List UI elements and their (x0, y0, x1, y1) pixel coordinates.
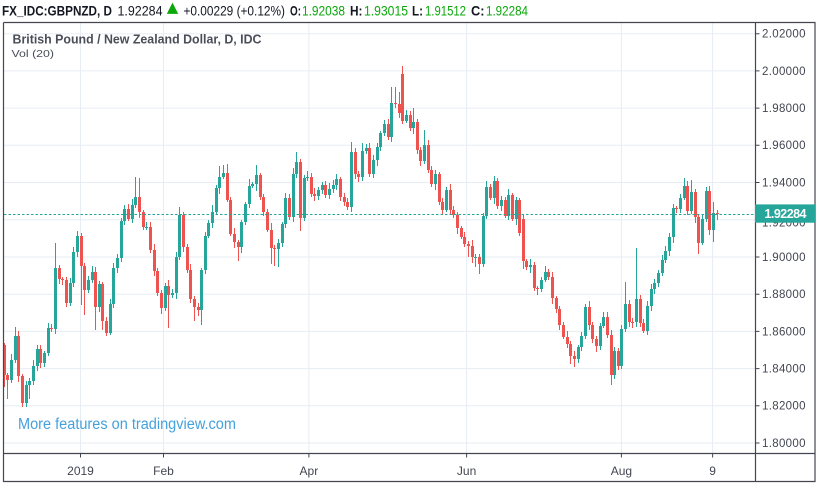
svg-text:1.96000: 1.96000 (762, 140, 806, 152)
svg-text:Feb: Feb (153, 464, 174, 478)
svg-text:1.86000: 1.86000 (762, 326, 806, 338)
svg-text:FX_IDC:GBPNZD, D: FX_IDC:GBPNZD, D (2, 4, 112, 19)
svg-text:Jun: Jun (457, 464, 476, 478)
svg-text:1.94000: 1.94000 (762, 177, 806, 189)
svg-text:1.82000: 1.82000 (762, 401, 806, 413)
svg-text:H:: H: (350, 4, 363, 19)
svg-text:1.92284: 1.92284 (486, 4, 528, 19)
svg-text:1.92038: 1.92038 (302, 4, 345, 19)
svg-text:British Pound / New Zealand Do: British Pound / New Zealand Dollar, D, I… (13, 32, 263, 47)
svg-text:Aug: Aug (611, 464, 632, 478)
svg-text:+0.00229 (+0.12%): +0.00229 (+0.12%) (184, 4, 286, 19)
svg-text:1.93015: 1.93015 (364, 4, 408, 19)
svg-text:1.98000: 1.98000 (762, 103, 806, 115)
svg-text:C:: C: (471, 4, 485, 19)
svg-text:More features on tradingview.c: More features on tradingview.com (18, 416, 236, 433)
svg-text:1.91512: 1.91512 (425, 4, 466, 19)
svg-text:L:: L: (412, 4, 423, 19)
svg-text:2019: 2019 (67, 464, 94, 478)
svg-text:O:: O: (290, 4, 301, 19)
svg-text:1.92284: 1.92284 (765, 207, 807, 221)
svg-text:Vol (20): Vol (20) (12, 48, 55, 60)
svg-text:2.00000: 2.00000 (762, 66, 806, 78)
svg-text:9: 9 (709, 464, 716, 478)
svg-text:1.92284: 1.92284 (118, 4, 163, 19)
svg-text:1.88000: 1.88000 (762, 289, 806, 301)
svg-text:1.90000: 1.90000 (762, 252, 806, 264)
svg-text:1.80000: 1.80000 (762, 438, 806, 450)
svg-text:Apr: Apr (300, 464, 319, 478)
svg-text:1.84000: 1.84000 (762, 364, 806, 376)
svg-text:2.02000: 2.02000 (762, 29, 806, 41)
